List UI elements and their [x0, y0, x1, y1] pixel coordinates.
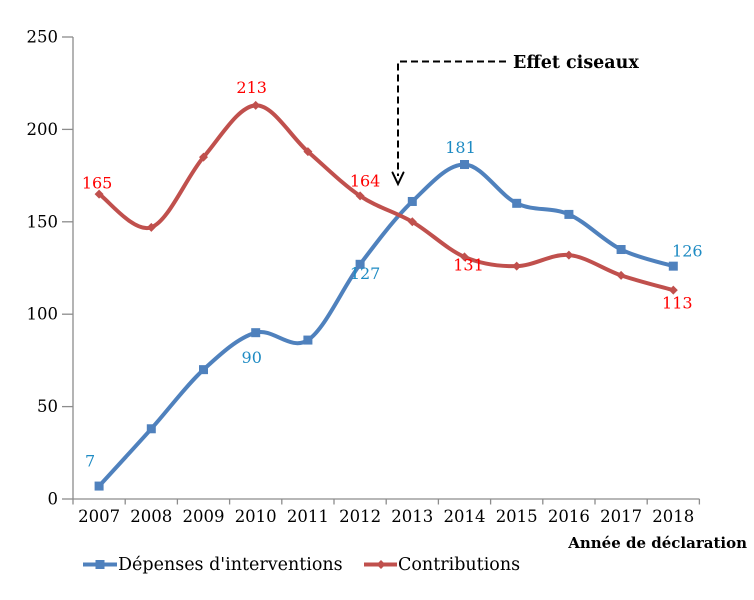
diamond-marker-icon	[460, 252, 469, 262]
y-tick-label: 50	[37, 397, 58, 416]
square-marker-icon	[668, 261, 678, 271]
annotation-connector-line	[397, 60, 506, 176]
y-tick-label: 200	[27, 120, 59, 139]
y-tick-label: 150	[27, 212, 59, 231]
square-marker-icon	[407, 196, 417, 206]
y-tick-label: 100	[27, 305, 59, 324]
diamond-marker-icon	[564, 250, 574, 260]
legend-line-square-icon	[83, 560, 117, 569]
legend-square-marker-icon	[95, 560, 105, 569]
square-marker-icon	[616, 245, 626, 255]
data-label: 181	[445, 138, 476, 157]
legend-line-diamond-icon	[364, 560, 397, 569]
x-tick-label: 2018	[652, 507, 694, 526]
x-tick-label: 2010	[235, 507, 277, 526]
legend-label-depenses: Dépenses d'interventions	[118, 555, 343, 575]
x-tick-label: 2012	[339, 507, 381, 526]
diamond-marker-icon	[303, 147, 313, 157]
y-tick-label: 250	[27, 28, 59, 47]
square-marker-icon	[460, 160, 469, 170]
x-tick-label: 2017	[600, 507, 642, 526]
y-axis: 0 50 100 150 200 250	[27, 28, 74, 509]
data-label: 213	[236, 78, 267, 97]
x-tick-label: 2016	[548, 507, 590, 526]
data-label: 113	[662, 294, 693, 313]
series-line	[97, 103, 676, 293]
plot-series: 7 90 127 181 126 165 213 164 131 113	[82, 78, 703, 491]
data-label: 126	[672, 242, 703, 261]
series-1: 165 213 164 131 113	[82, 78, 693, 313]
diamond-marker-icon	[251, 100, 261, 110]
y-tick-label: 0	[48, 490, 59, 509]
x-tick-label: 2014	[444, 507, 486, 526]
diamond-marker-icon	[94, 189, 104, 199]
annotation: Effet ciseaux	[391, 53, 639, 187]
x-tick-label: 2009	[183, 507, 225, 526]
square-marker-icon	[94, 481, 104, 491]
square-marker-icon	[355, 259, 365, 269]
series-line	[97, 162, 676, 489]
diamond-marker-icon	[512, 261, 522, 271]
square-marker-icon	[303, 335, 313, 345]
square-marker-icon	[199, 365, 208, 375]
legend-item-contributions: Contributions	[364, 555, 520, 575]
x-tick-label: 2013	[391, 507, 433, 526]
data-label: 90	[242, 348, 262, 367]
legend-label-contributions: Contributions	[398, 555, 520, 575]
x-tick-label: 2007	[78, 507, 120, 526]
data-label: 7	[85, 452, 95, 471]
legend-diamond-marker-icon	[376, 560, 386, 569]
square-marker-icon	[251, 328, 261, 338]
x-tick-label: 2008	[130, 507, 172, 526]
x-axis: 2007 2008 2009 2010 2011 2012 2013 2014 2015 2016…	[72, 498, 701, 526]
diamond-marker-icon	[668, 285, 678, 295]
data-label: 164	[350, 171, 381, 190]
square-marker-icon	[146, 424, 156, 434]
legend: Dépenses d'interventions Contributions	[83, 555, 520, 575]
data-label: 165	[82, 174, 113, 193]
data-label: 127	[350, 264, 381, 283]
data-label: 131	[453, 255, 484, 274]
annotation-arrowhead-icon	[391, 171, 405, 187]
diamond-marker-icon	[616, 270, 626, 280]
diamond-marker-icon	[355, 191, 365, 201]
x-axis-title: Année de déclaration	[567, 534, 747, 552]
x-tick-label: 2011	[287, 507, 329, 526]
x-tick-label: 2015	[496, 507, 538, 526]
diamond-marker-icon	[146, 222, 156, 232]
square-marker-icon	[512, 198, 522, 208]
legend-item-depenses: Dépenses d'interventions	[83, 555, 343, 575]
diamond-marker-icon	[407, 217, 417, 227]
square-marker-icon	[564, 209, 574, 219]
annotation-text: Effet ciseaux	[513, 53, 639, 73]
diamond-marker-icon	[199, 152, 208, 162]
series-0: 7 90 127 181 126	[85, 138, 703, 491]
